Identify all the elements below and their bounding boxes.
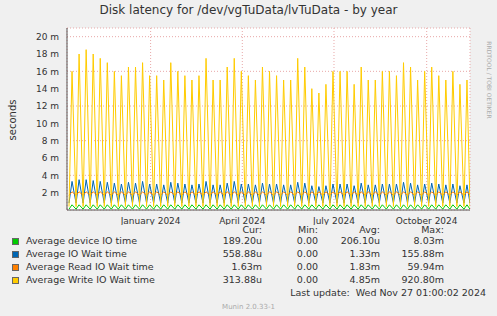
html-text:0.00: 0.00 <box>296 261 318 272</box>
html-text:1.63m: 1.63m <box>231 261 262 272</box>
html-text:Cur:: Cur: <box>242 224 262 235</box>
html-text:0.00: 0.00 <box>296 235 318 246</box>
svg-text:4 m: 4 m <box>42 171 59 181</box>
html-text:Last update: Wed Nov 27 01:00:: Last update: Wed Nov 27 01:00:02 2024 <box>290 287 486 298</box>
svg-text:July 2024: July 2024 <box>312 216 355 225</box>
html-text:4.85m: 4.85m <box>349 274 380 285</box>
svg-text:14 m: 14 m <box>36 84 59 94</box>
html-text:189.20u: 189.20u <box>222 235 262 246</box>
html-text:Munin 2.0.33-1: Munin 2.0.33-1 <box>222 303 275 311</box>
html-text:206.10u: 206.10u <box>340 235 380 246</box>
svg-text:12 m: 12 m <box>36 101 59 111</box>
html-text:1.33m: 1.33m <box>349 248 380 259</box>
html-text:Average device IO time: Average device IO time <box>26 235 137 246</box>
html-text:Average Write IO Wait time: Average Write IO Wait time <box>26 274 155 285</box>
svg-text:8 m: 8 m <box>42 136 59 146</box>
html-text:8.03m: 8.03m <box>413 235 444 246</box>
html-text:920.80m: 920.80m <box>401 274 444 285</box>
html-text:Average IO Wait time: Average IO Wait time <box>26 248 127 259</box>
svg-text:October 2024: October 2024 <box>396 216 458 225</box>
svg-text:10 m: 10 m <box>36 119 59 129</box>
html-text:Min:: Min: <box>297 224 318 235</box>
html-text:155.88m: 155.88m <box>401 248 444 259</box>
html-text:Average Read IO Wait time: Average Read IO Wait time <box>26 261 154 272</box>
html-text:Disk latency for /dev/vgTuData: Disk latency for /dev/vgTuData/lvTuData … <box>99 3 398 17</box>
html-text:1.83m: 1.83m <box>349 261 380 272</box>
html-text:RRDTOOL / TOBI OETIKER: RRDTOOL / TOBI OETIKER <box>485 41 493 119</box>
html-text:Avg:: Avg: <box>359 224 380 235</box>
html-text:558.88u: 558.88u <box>222 248 262 259</box>
svg-text:2 m: 2 m <box>42 188 59 198</box>
svg-text:16 m: 16 m <box>36 67 59 77</box>
svg-text:6 m: 6 m <box>42 153 59 163</box>
html-text:seconds: seconds <box>6 99 18 141</box>
svg-text:April 2024: April 2024 <box>219 216 266 225</box>
svg-text:20 m: 20 m <box>36 32 59 42</box>
svg-text:18 m: 18 m <box>36 49 59 59</box>
html-text:0.00: 0.00 <box>296 274 318 285</box>
html-text:59.94m: 59.94m <box>407 261 444 272</box>
svg-text:January 2024: January 2024 <box>120 216 181 225</box>
html-text:Max:: Max: <box>421 224 444 235</box>
html-text:313.88u: 313.88u <box>222 274 262 285</box>
html-text:0.00: 0.00 <box>296 248 318 259</box>
